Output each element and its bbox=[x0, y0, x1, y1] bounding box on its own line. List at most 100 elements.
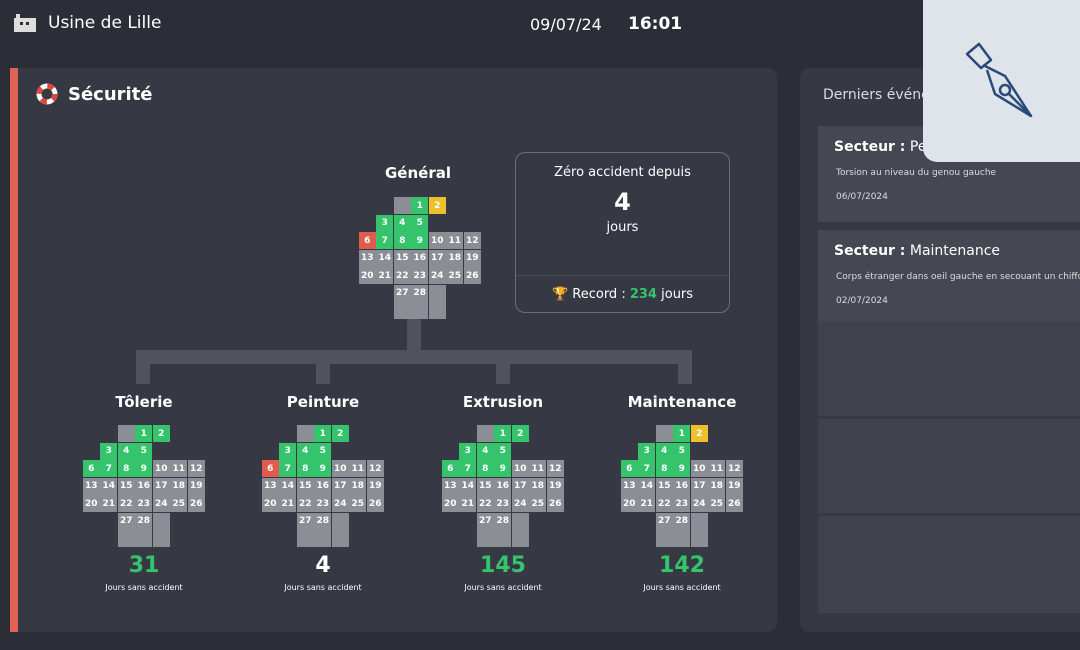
day-cell: 10 bbox=[428, 232, 446, 249]
day-cell: 9 bbox=[494, 460, 512, 477]
day-cell: 5 bbox=[494, 442, 512, 460]
blank-cell bbox=[331, 530, 349, 547]
day-cell: 25 bbox=[349, 495, 367, 512]
day-cell: 14 bbox=[100, 477, 118, 495]
record-unit: jours bbox=[661, 287, 694, 302]
day-cell: 13 bbox=[82, 477, 100, 495]
day-cell: 17 bbox=[428, 249, 446, 267]
day-cell: 24 bbox=[331, 495, 349, 512]
day-cell: 27 bbox=[393, 284, 411, 302]
day-cell: 3 bbox=[376, 214, 394, 232]
day-cell: 20 bbox=[82, 495, 100, 512]
day-cell: 23 bbox=[314, 495, 332, 512]
day-cell: 15 bbox=[117, 477, 135, 495]
day-cell: 26 bbox=[725, 495, 743, 512]
day-cell: 9 bbox=[135, 460, 153, 477]
day-cell: 24 bbox=[428, 267, 446, 284]
event-sector: Secteur : Maintenance bbox=[834, 243, 1000, 259]
day-cell: 2 bbox=[690, 425, 708, 442]
blank-cell bbox=[655, 425, 673, 442]
day-cell: 7 bbox=[459, 460, 477, 477]
day-cell: 6 bbox=[358, 232, 376, 249]
day-cell: 27 bbox=[476, 512, 494, 530]
day-cell: 21 bbox=[100, 495, 118, 512]
day-cell: 5 bbox=[314, 442, 332, 460]
day-cell: 27 bbox=[296, 512, 314, 530]
day-cell: 27 bbox=[655, 512, 673, 530]
day-cell: 18 bbox=[170, 477, 188, 495]
blank-cell bbox=[117, 530, 135, 547]
day-cell: 24 bbox=[152, 495, 170, 512]
day-cell: 9 bbox=[314, 460, 332, 477]
day-cell: 1 bbox=[411, 197, 429, 214]
day-cell: 26 bbox=[546, 495, 564, 512]
day-cell: 7 bbox=[279, 460, 297, 477]
day-cell: 24 bbox=[511, 495, 529, 512]
day-cell: 18 bbox=[446, 249, 464, 267]
day-cell: 14 bbox=[279, 477, 297, 495]
sector-caption: Jours sans accident bbox=[643, 583, 721, 592]
day-cell: 12 bbox=[187, 460, 205, 477]
overlay-badge bbox=[923, 0, 1080, 162]
day-cell: 4 bbox=[296, 442, 314, 460]
day-cell: 25 bbox=[708, 495, 726, 512]
day-cell: 25 bbox=[170, 495, 188, 512]
day-cell: 14 bbox=[376, 249, 394, 267]
day-cell: 23 bbox=[494, 495, 512, 512]
day-cell: 14 bbox=[638, 477, 656, 495]
day-cell: 19 bbox=[187, 477, 205, 495]
day-cell: 7 bbox=[100, 460, 118, 477]
blank-cell bbox=[135, 530, 153, 547]
sector-caption: Jours sans accident bbox=[464, 583, 542, 592]
blank-cell bbox=[314, 530, 332, 547]
day-cell: 17 bbox=[331, 477, 349, 495]
day-cell: 20 bbox=[261, 495, 279, 512]
empty-row bbox=[818, 321, 1080, 416]
day-cell: 3 bbox=[279, 442, 297, 460]
record-label: Record : bbox=[572, 287, 626, 302]
day-cell: 11 bbox=[170, 460, 188, 477]
day-cell: 1 bbox=[494, 425, 512, 442]
sector-title: Tôlerie bbox=[115, 393, 173, 411]
day-cell: 5 bbox=[673, 442, 691, 460]
day-cell: 20 bbox=[620, 495, 638, 512]
sector-name: Maintenance bbox=[909, 243, 1001, 259]
day-cell: 21 bbox=[459, 495, 477, 512]
day-cell: 22 bbox=[655, 495, 673, 512]
sector-count: 31 bbox=[128, 553, 160, 578]
day-cell: 16 bbox=[494, 477, 512, 495]
day-cell: 11 bbox=[446, 232, 464, 249]
day-cell: 8 bbox=[296, 460, 314, 477]
day-cell: 18 bbox=[708, 477, 726, 495]
blank-cell bbox=[411, 302, 429, 319]
day-cell: 28 bbox=[494, 512, 512, 530]
sector-count: 4 bbox=[315, 553, 331, 578]
blank-cell bbox=[117, 425, 135, 442]
day-cell: 5 bbox=[411, 214, 429, 232]
day-cell: 8 bbox=[655, 460, 673, 477]
unit: jours bbox=[606, 220, 639, 235]
day-cell: 1 bbox=[314, 425, 332, 442]
day-cell: 13 bbox=[358, 249, 376, 267]
day-cell: 28 bbox=[673, 512, 691, 530]
day-cell: 21 bbox=[279, 495, 297, 512]
day-cell: 15 bbox=[393, 249, 411, 267]
empty-row bbox=[818, 516, 1080, 613]
day-cell: 22 bbox=[117, 495, 135, 512]
day-cell: 21 bbox=[376, 267, 394, 284]
day-cell: 2 bbox=[511, 425, 529, 442]
event-date: 02/07/2024 bbox=[836, 296, 888, 306]
sector-label: Secteur : bbox=[834, 139, 906, 155]
day-cell: 19 bbox=[463, 249, 481, 267]
day-cell: 11 bbox=[529, 460, 547, 477]
blank-cell bbox=[428, 284, 446, 302]
calendar-title: Général bbox=[385, 164, 451, 182]
day-cell: 1 bbox=[673, 425, 691, 442]
day-cell: 2 bbox=[331, 425, 349, 442]
blank-cell bbox=[476, 530, 494, 547]
day-cell: 19 bbox=[546, 477, 564, 495]
event-row: Secteur : Maintenance Corps étranger dans… bbox=[818, 230, 1080, 327]
day-cell: 11 bbox=[349, 460, 367, 477]
headline: Zéro accident depuis bbox=[554, 165, 691, 180]
